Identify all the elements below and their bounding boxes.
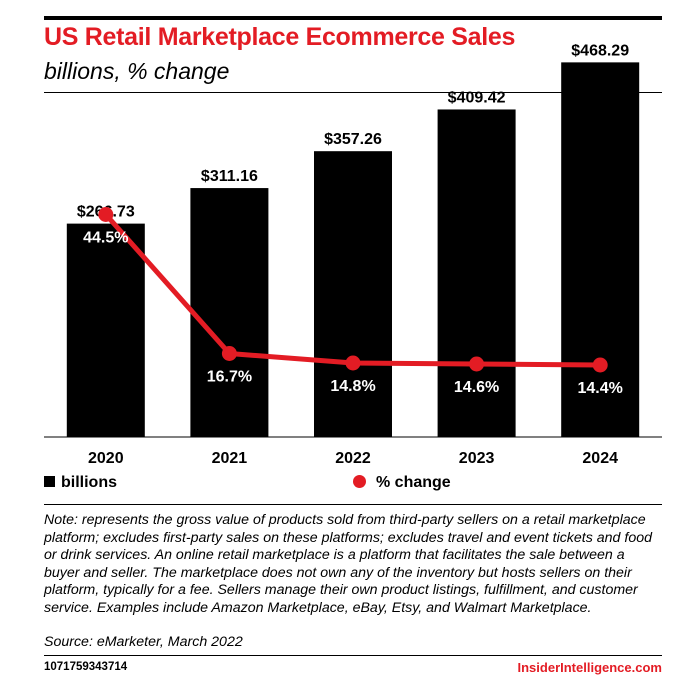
bar-value-label-2023: $409.42 — [448, 89, 506, 106]
line-value-label-2024: 14.4% — [578, 380, 623, 397]
legend-item-percent-change: % change — [353, 474, 451, 492]
chart-title: US Retail Marketplace Ecommerce Sales — [44, 23, 516, 51]
bar-value-label-2024: $468.29 — [571, 42, 629, 59]
x-tick-label-2022: 2022 — [335, 450, 371, 467]
legend-divider — [44, 504, 662, 505]
legend-label-billions: billions — [61, 474, 117, 491]
bar-series — [66, 62, 640, 438]
brand-logo-text: InsiderIntelligence.com — [517, 660, 663, 675]
bar-value-label-2021: $311.16 — [201, 168, 258, 185]
bar-value-label-2022: $357.26 — [324, 131, 382, 148]
line-value-label-2023: 14.6% — [454, 379, 499, 396]
x-tick-label-2023: 2023 — [459, 450, 495, 467]
chart-subtitle: billions, % change — [44, 58, 230, 84]
bar-2022 — [314, 151, 392, 437]
line-point-2021 — [221, 346, 237, 361]
legend-swatch-line — [353, 475, 366, 489]
chart-id: 1071759343714 — [44, 661, 128, 673]
legend-label-percent-change: % change — [376, 474, 451, 491]
line-point-2023 — [469, 356, 485, 372]
footer-divider — [44, 655, 662, 656]
line-point-2020 — [98, 207, 114, 222]
line-point-2024 — [592, 357, 608, 373]
top-rule — [44, 16, 662, 20]
bar-2021 — [190, 188, 269, 437]
title-rule — [44, 92, 662, 93]
x-tick-label-2020: 2020 — [88, 450, 124, 467]
bar-2023 — [437, 109, 516, 438]
line-value-label-2022: 14.8% — [330, 378, 375, 395]
chart-note: Note: represents the gross value of prod… — [44, 512, 652, 616]
legend-item-billions: billions — [44, 474, 117, 492]
bar-2020 — [66, 223, 145, 437]
x-tick-label-2021: 2021 — [212, 450, 248, 467]
bar-2024 — [561, 62, 640, 437]
legend-swatch-bar — [44, 476, 55, 488]
chart-source: Source: eMarketer, March 2022 — [44, 634, 243, 650]
line-point-2022 — [345, 355, 361, 371]
x-tick-labels: 2020 2021 2022 2023 2024 — [88, 450, 618, 467]
x-tick-label-2024: 2024 — [582, 450, 618, 467]
line-value-label-2021: 16.7% — [207, 369, 252, 386]
line-series — [98, 207, 608, 373]
line-value-labels: 44.5% 16.7% 14.8% 14.6% 14.4% — [83, 230, 623, 398]
chart-area: $266.73$311.16$357.26$409.42$468.29 44.5… — [44, 42, 662, 467]
line-value-label-2020: 44.5% — [83, 230, 128, 247]
